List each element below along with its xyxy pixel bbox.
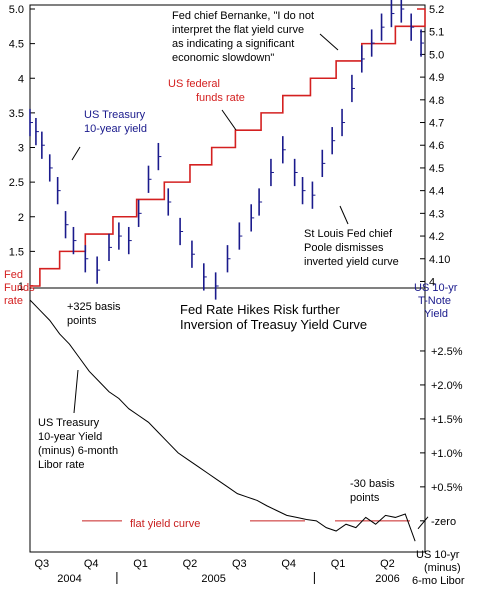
- ann-bernanke-2: interpret the flat yield curve: [172, 24, 304, 36]
- ann-treasury-2: 10-year yield: [84, 123, 147, 135]
- right-tick-label: 4.4: [429, 186, 444, 198]
- right-tick-label: 4.7: [429, 118, 444, 130]
- x-quarter-label: Q2: [380, 558, 395, 570]
- ann-bernanke-3: as indicating a significant: [172, 38, 294, 50]
- right-tick-label: 4.8: [429, 95, 444, 107]
- right-label-2: T-Note: [418, 295, 451, 307]
- right-tick-label: -zero: [431, 516, 456, 528]
- right-tick-label: 5.1: [429, 27, 444, 39]
- ann-spread-2: 10-year Yield: [38, 431, 102, 443]
- x-quarter-label: Q1: [331, 558, 346, 570]
- series-spread: [29, 299, 416, 542]
- series-treasury-10yr: [29, 0, 425, 300]
- right-tick-label: 4.10: [429, 254, 450, 266]
- ann-treasury-pointer: [71, 146, 81, 161]
- ann-spread-4: Libor rate: [38, 459, 84, 471]
- left-tick-label: 2.5: [9, 177, 24, 189]
- spread-line: [29, 299, 416, 542]
- right-tick-label: 4: [429, 276, 435, 288]
- bottom-right-label-2: (minus): [424, 562, 461, 574]
- x-year-label: 2006: [375, 573, 399, 585]
- left-axis: 5.0 4.5 4 3.5 3 2.5 2 1.5 1: [9, 4, 35, 293]
- right-tick-label: 4.2: [429, 231, 444, 243]
- ann-minus30-2: points: [350, 492, 380, 504]
- right-tick-label: 4.6: [429, 140, 444, 152]
- chart-title-line2: Inversion of Treasuy Yield Curve: [180, 317, 367, 332]
- ann-plus325-2: points: [67, 315, 97, 327]
- left-label-1: Fed: [4, 269, 23, 281]
- ann-poole-3: inverted yield curve: [304, 256, 399, 268]
- right-tick-label: +2.5%: [431, 346, 463, 358]
- left-tick-label: 4: [18, 73, 24, 85]
- right-tick-label: 5.0: [429, 49, 444, 61]
- right-label-3: Yield: [424, 308, 448, 320]
- bottom-right-label-3: 6-mo Libor: [412, 575, 465, 587]
- ann-plus325-1: +325 basis: [67, 301, 121, 313]
- annotations: Fed chief Bernanke, "I do not interpret …: [4, 10, 465, 587]
- right-tick-label: +2.0%: [431, 380, 463, 392]
- ann-fedfunds-2: funds rate: [196, 92, 245, 104]
- x-quarter-label: Q4: [281, 558, 296, 570]
- left-label-3: rate: [4, 295, 23, 307]
- right-tick-label: +1.5%: [431, 414, 463, 426]
- left-tick-label: 4.5: [9, 39, 24, 51]
- ann-spread-1: US Treasury: [38, 417, 100, 429]
- flat-yield-curve-line: [82, 516, 429, 530]
- right-tick-label: 4.3: [429, 208, 444, 220]
- x-year-label: 2004: [57, 573, 81, 585]
- left-tick-label: 1: [18, 281, 24, 293]
- right-axis-bottom: +2.5% +2.0% +1.5% +1.0% +0.5% -zero: [420, 346, 463, 528]
- bottom-panel-frame: [29, 287, 426, 553]
- ann-bernanke-1: Fed chief Bernanke, "I do not: [172, 10, 314, 22]
- x-axis: Q3 Q4 Q1 Q2 Q3 Q4 Q1 Q2 2004 2005 2006: [35, 558, 400, 585]
- ann-bernanke-pointer: [319, 33, 339, 51]
- ann-poole-2: Poole dismisses: [304, 242, 384, 254]
- right-tick-label: +1.0%: [431, 448, 463, 460]
- left-tick-label: 3.5: [9, 108, 24, 120]
- left-tick-label: 2: [18, 212, 24, 224]
- chart-title-line1: Fed Rate Hikes Risk further: [180, 302, 340, 317]
- ann-fedfunds-1: US federal: [168, 78, 220, 90]
- minus30-pointer: [417, 516, 429, 530]
- x-quarter-label: Q1: [133, 558, 148, 570]
- bottom-right-label-1: US 10-yr: [416, 549, 460, 561]
- right-tick-label: 4.9: [429, 72, 444, 84]
- x-quarter-label: Q3: [232, 558, 247, 570]
- x-quarter-label: Q4: [84, 558, 99, 570]
- ann-spread-3: (minus) 6-month: [38, 445, 118, 457]
- left-tick-label: 3: [18, 143, 24, 155]
- right-tick-label: 5.2: [429, 4, 444, 16]
- ann-minus30-1: -30 basis: [350, 478, 395, 490]
- ann-poole-1: St Louis Fed chief: [304, 228, 393, 240]
- x-year-label: 2005: [201, 573, 225, 585]
- ann-spread-pointer: [73, 369, 79, 414]
- right-tick-label: 4.5: [429, 163, 444, 175]
- ann-flat-curve: flat yield curve: [130, 518, 200, 530]
- ann-treasury-1: US Treasury: [84, 109, 146, 121]
- x-quarter-label: Q3: [35, 558, 50, 570]
- left-tick-label: 1.5: [9, 246, 24, 258]
- x-quarter-label: Q2: [183, 558, 198, 570]
- ann-bernanke-4: economic slowdown": [172, 52, 274, 64]
- ann-poole-pointer: [339, 205, 349, 225]
- right-label-1: US 10-yr: [414, 282, 458, 294]
- left-label-2: Funds: [4, 282, 35, 294]
- left-tick-label: 5.0: [9, 4, 24, 16]
- right-axis-top: 5.2 5.1 5.0 4.9 4.8 4.7 4.6 4.5 4.4 4.3 4.2 4.10 4: [420, 4, 450, 288]
- ann-fedfunds-pointer: [221, 109, 237, 131]
- right-tick-label: +0.5%: [431, 482, 463, 494]
